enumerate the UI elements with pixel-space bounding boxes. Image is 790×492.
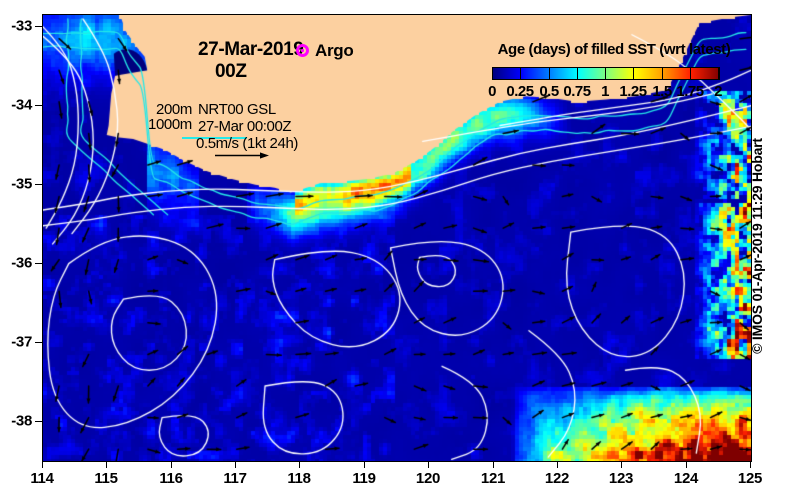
x-axis-tick-label: 125 [737, 470, 763, 487]
x-axis-tick [621, 461, 622, 468]
x-axis-tick-label: 116 [159, 470, 183, 487]
contour-legend-line [182, 137, 247, 139]
x-axis-tick-label: 124 [673, 470, 699, 487]
x-axis-tick [364, 461, 365, 468]
colorbar-tick [577, 67, 578, 80]
colorbar-gradient [492, 67, 720, 80]
colorbar-tick [662, 67, 663, 80]
x-axis-tick-label: 123 [608, 470, 634, 487]
x-axis-tick [299, 461, 300, 468]
x-axis-tick [235, 461, 236, 468]
sst-age-heatmap-canvas[interactable] [43, 15, 751, 461]
colorbar-tick [605, 67, 606, 80]
x-axis-tick [171, 461, 172, 468]
colorbar-tick [549, 67, 550, 80]
colorbar-tick-label: 2 [714, 83, 722, 100]
x-axis-tick-label: 120 [415, 470, 441, 487]
copyright-label: © IMOS 01-Apr-2019 11:29 Hobart [749, 138, 765, 354]
colorbar-tick-label: 0 [488, 83, 496, 100]
x-axis-tick [557, 461, 558, 468]
x-axis-tick-label: 117 [223, 470, 247, 487]
y-axis-tick-label: -33 [11, 17, 32, 35]
x-axis-tick [750, 461, 751, 468]
y-axis-tick [35, 105, 42, 106]
y-axis-tick-label: -34 [11, 96, 32, 114]
x-axis-tick-label: 115 [94, 470, 118, 487]
x-axis-tick-label: 119 [352, 470, 376, 487]
colorbar-tick-label: 1.75 [676, 83, 704, 100]
colorbar-tick-labels: 0 0.25 0.5 0.75 1 1.25 1.5 1.75 2 [480, 83, 748, 101]
y-axis-tick-label: -35 [11, 175, 32, 193]
colorbar-tick-label: 1 [601, 83, 609, 100]
y-axis-tick-label: -38 [11, 412, 32, 430]
colorbar-tick-label: 0.25 [506, 83, 534, 100]
x-axis-tick-label: 121 [480, 470, 506, 487]
x-axis-tick-label: 114 [30, 470, 54, 487]
argo-marker-icon [296, 44, 309, 57]
colorbar-tick [633, 67, 634, 80]
colorbar-tick-label: 0.75 [563, 83, 591, 100]
x-axis-tick [42, 461, 43, 468]
colorbar-tick [718, 67, 719, 80]
y-axis-tick [35, 26, 42, 27]
x-axis-tick [493, 461, 494, 468]
y-axis-tick-label: -37 [11, 333, 32, 351]
colorbar-tick-label: 1.5 [652, 83, 672, 100]
map-plot-area[interactable]: 27-Mar-2019 00Z Argo 200m 1000m NRT00 GS… [42, 14, 752, 462]
y-axis-tick [35, 263, 42, 264]
colorbar-tick-label: 1.25 [619, 83, 647, 100]
x-axis-tick [686, 461, 687, 468]
y-axis-tick [35, 184, 42, 185]
x-axis-tick-label: 118 [287, 470, 311, 487]
colorbar-title: Age (days) of filled SST (wrt latest) [497, 41, 731, 58]
x-axis-tick [106, 461, 107, 468]
y-axis-tick [35, 421, 42, 422]
colorbar-tick [492, 67, 493, 80]
x-axis-tick-label: 122 [544, 470, 570, 487]
y-axis-tick [35, 342, 42, 343]
y-axis-tick-label: -36 [11, 254, 32, 272]
colorbar-tick-label: 0.5 [539, 83, 559, 100]
colorbar-tick [520, 67, 521, 80]
x-axis-tick [428, 461, 429, 468]
velocity-scale-arrow-icon [215, 152, 269, 159]
colorbar-tick [690, 67, 691, 80]
